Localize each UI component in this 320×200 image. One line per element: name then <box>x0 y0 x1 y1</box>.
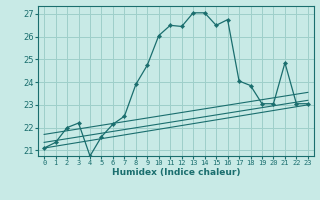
X-axis label: Humidex (Indice chaleur): Humidex (Indice chaleur) <box>112 168 240 177</box>
